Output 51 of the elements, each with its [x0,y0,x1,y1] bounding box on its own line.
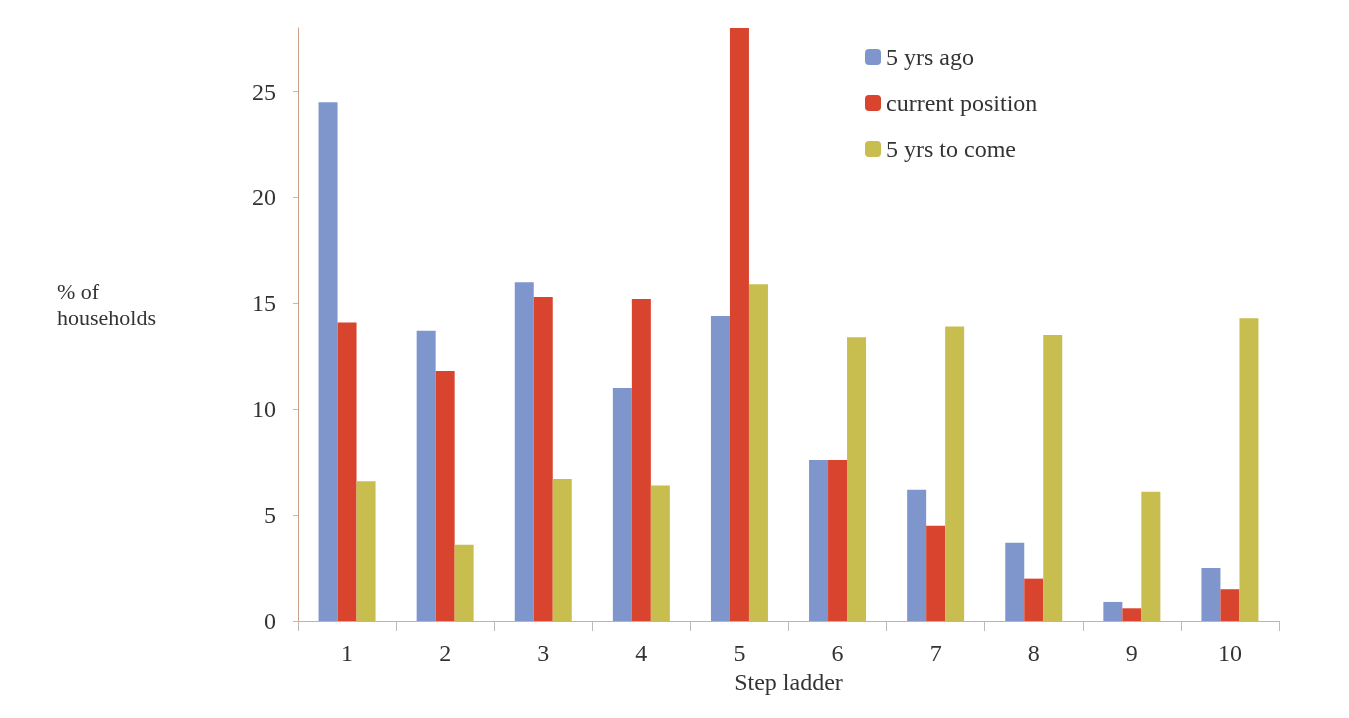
bar [1024,578,1044,621]
x-tick-label: 9 [1125,640,1138,666]
x-tick-label: 3 [537,640,550,666]
bar [337,322,357,621]
bar [729,28,749,621]
bar [631,299,651,621]
bar [356,481,376,621]
bar [847,337,867,621]
x-axis-title: Step ladder [734,668,843,695]
bar [945,326,965,621]
y-tick-label: 10 [252,396,276,423]
bar [1122,608,1142,621]
bar [1239,318,1259,621]
x-tick-label: 4 [635,640,648,666]
y-tick-label: 20 [252,184,276,211]
legend-label: 5 yrs to come [886,136,1016,162]
bar [710,316,730,621]
y-tick-label: 0 [264,608,276,634]
bar [435,371,455,621]
bar [454,544,474,621]
bar [907,489,927,621]
y-tick-label: 15 [252,290,276,317]
bar [926,525,946,621]
x-tick-label: 8 [1027,640,1040,666]
y-tick-label: 25 [252,78,276,105]
x-tick-label: 7 [929,640,942,666]
bar [514,282,534,621]
bar [416,330,436,621]
bar [612,388,632,621]
y-tick-label: 5 [264,502,276,529]
bar [650,485,670,621]
bar [1043,335,1063,621]
bar [1005,542,1025,621]
x-tick-label: 1 [341,640,354,666]
x-tick-label: 10 [1217,640,1242,666]
bar [809,460,829,621]
bar [533,296,553,621]
y-axis-title: % of households [57,278,156,330]
bar [552,479,572,621]
legend-label: 5 yrs ago [886,44,974,70]
bar [828,460,848,621]
bar [1201,568,1221,621]
x-tick-label: 5 [733,640,746,666]
bar [1220,589,1240,621]
bar [748,284,768,621]
legend-label: current position [886,90,1038,116]
bar [318,102,338,621]
bar [1103,601,1123,621]
x-tick-label: 6 [831,640,844,666]
x-tick-label: 2 [439,640,452,666]
bar [1141,491,1161,621]
